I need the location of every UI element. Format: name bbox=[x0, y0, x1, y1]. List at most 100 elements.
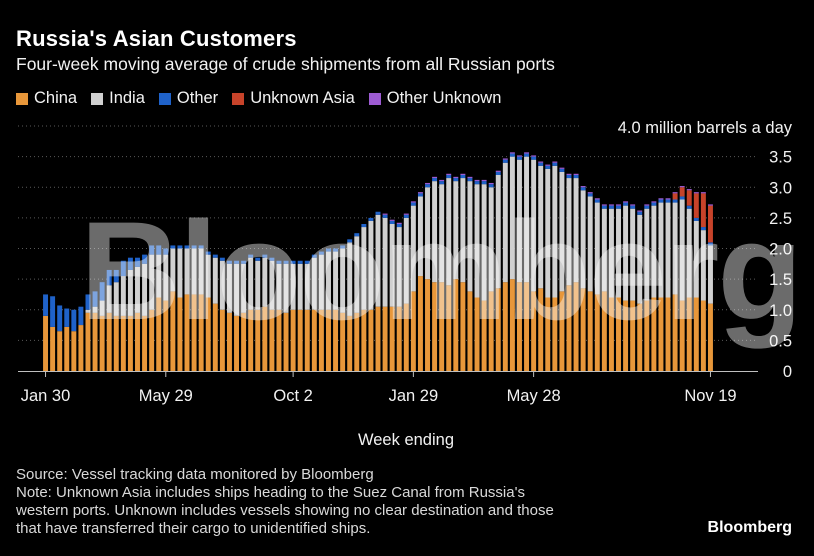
bar-segment-other-unknown bbox=[403, 213, 409, 215]
x-axis: Jan 30 May 29 Oct 2 Jan 29 May 28 Nov 19 bbox=[18, 371, 758, 405]
bar-segment-other-unknown bbox=[481, 179, 487, 182]
bar-segment-china bbox=[276, 309, 282, 371]
bar-segment-china bbox=[43, 315, 49, 372]
bar-segment-china bbox=[707, 303, 713, 372]
bar-segment-other bbox=[85, 294, 91, 310]
bar-segment-other-unknown bbox=[453, 176, 459, 179]
bar-segment-other-unknown bbox=[679, 186, 685, 188]
bar-segment-other-unknown bbox=[467, 176, 473, 179]
bar-segment-china bbox=[191, 294, 197, 371]
bar-segment-other bbox=[601, 205, 607, 209]
bar-segment-india bbox=[234, 263, 239, 316]
x-tick-label: Nov 19 bbox=[684, 387, 736, 405]
bar-segment-other-unknown bbox=[531, 155, 537, 157]
bar-segment-india bbox=[361, 227, 367, 310]
bar-segment-other bbox=[234, 260, 239, 264]
bar-segment-china bbox=[248, 309, 254, 371]
bar-segment-china bbox=[658, 297, 664, 371]
bar-segment-china bbox=[616, 297, 621, 371]
bar-segment-other bbox=[99, 282, 105, 301]
bar-segment-china bbox=[573, 282, 579, 371]
bar-segment-other bbox=[92, 291, 98, 307]
y-tick-label: 3.5 bbox=[769, 149, 792, 167]
bar-segment-other bbox=[686, 205, 692, 209]
bar-segment-other bbox=[679, 196, 685, 200]
bar-segment-india bbox=[333, 251, 339, 310]
bar-segment-china bbox=[219, 309, 225, 371]
bar-segment-china bbox=[566, 285, 572, 371]
bar-segment-india bbox=[410, 205, 416, 292]
bar-segment-other bbox=[552, 162, 558, 166]
bar-segment-india bbox=[509, 156, 515, 280]
bar-segment-india bbox=[417, 196, 423, 277]
bar-segment-india bbox=[283, 263, 289, 313]
bar-segment-other-unknown bbox=[495, 170, 501, 172]
x-tick-label: Jan 30 bbox=[21, 387, 71, 405]
bar-segment-other bbox=[177, 245, 183, 249]
bar-segment-other-unknown bbox=[658, 198, 664, 200]
bar-segment-other bbox=[50, 296, 56, 327]
bar-segment-india bbox=[340, 248, 346, 313]
bar-segment-other-unknown bbox=[425, 182, 430, 185]
bar-segment-india bbox=[156, 254, 162, 298]
bar-segment-other bbox=[425, 184, 430, 188]
y-tick-label: 0 bbox=[783, 363, 792, 381]
bar-segment-other bbox=[191, 245, 197, 249]
bar-segment-other bbox=[326, 248, 331, 252]
bar-segment-other bbox=[290, 260, 296, 264]
x-axis-title: Week ending bbox=[358, 431, 454, 449]
bar-segment-india bbox=[403, 217, 409, 304]
bar-segment-other bbox=[566, 175, 572, 179]
bar-segment-other-unknown bbox=[608, 204, 614, 206]
bar-segment-china bbox=[425, 279, 430, 372]
bar-segment-other bbox=[304, 260, 310, 264]
bar-segment-other-unknown bbox=[700, 192, 706, 194]
bar-segment-other-unknown bbox=[410, 201, 416, 203]
bar-segment-other-unknown bbox=[594, 198, 600, 200]
bar-segment-india bbox=[608, 208, 614, 298]
bar-segment-other-unknown bbox=[509, 152, 515, 154]
legend-label-unknown-asia: Unknown Asia bbox=[250, 89, 355, 107]
bar-segment-india bbox=[580, 190, 586, 289]
bar-segment-other bbox=[340, 245, 346, 249]
bar-segment-china bbox=[71, 331, 77, 371]
bar-segment-other bbox=[78, 306, 84, 326]
x-tick-label: Jan 29 bbox=[389, 387, 439, 405]
bars bbox=[43, 152, 713, 372]
bar-segment-other bbox=[368, 217, 374, 221]
bar-segment-india bbox=[616, 208, 621, 298]
bar-segment-other-unknown bbox=[686, 189, 692, 191]
y-tick-label: 2.0 bbox=[769, 241, 792, 259]
bar-segment-other bbox=[219, 257, 225, 261]
bar-segment-china bbox=[630, 300, 636, 371]
bar-segment-china bbox=[78, 325, 84, 371]
bar-segment-other bbox=[623, 202, 629, 206]
legend-label-other-unknown: Other Unknown bbox=[386, 89, 502, 107]
bar-segment-other bbox=[135, 257, 140, 267]
bar-segment-other bbox=[71, 309, 77, 332]
bar-segment-other bbox=[255, 257, 261, 261]
bar-segment-other bbox=[707, 242, 713, 246]
bar-segment-china bbox=[255, 309, 261, 371]
bar-segment-china bbox=[700, 300, 706, 371]
bar-segment-other bbox=[616, 205, 621, 209]
bar-segment-other bbox=[608, 205, 614, 209]
bar-segment-other bbox=[276, 260, 282, 264]
bar-segment-china bbox=[417, 276, 423, 371]
x-tick-label: Oct 2 bbox=[273, 387, 312, 405]
bar-segment-india bbox=[142, 263, 148, 316]
bar-segment-other bbox=[361, 224, 367, 228]
bar-segment-other bbox=[538, 162, 544, 166]
bar-segment-india bbox=[304, 263, 310, 310]
bar-segment-china bbox=[665, 297, 671, 371]
bar-segment-india bbox=[354, 236, 360, 313]
bar-segment-china bbox=[234, 315, 239, 372]
bar-segment-other bbox=[184, 245, 190, 249]
bar-segment-other bbox=[630, 205, 636, 209]
legend-swatch-india bbox=[91, 92, 104, 105]
bar-segment-other-unknown bbox=[474, 179, 480, 182]
bar-segment-other-unknown bbox=[623, 201, 629, 203]
bar-segment-other-unknown bbox=[488, 182, 494, 185]
bar-segment-india bbox=[106, 285, 112, 313]
